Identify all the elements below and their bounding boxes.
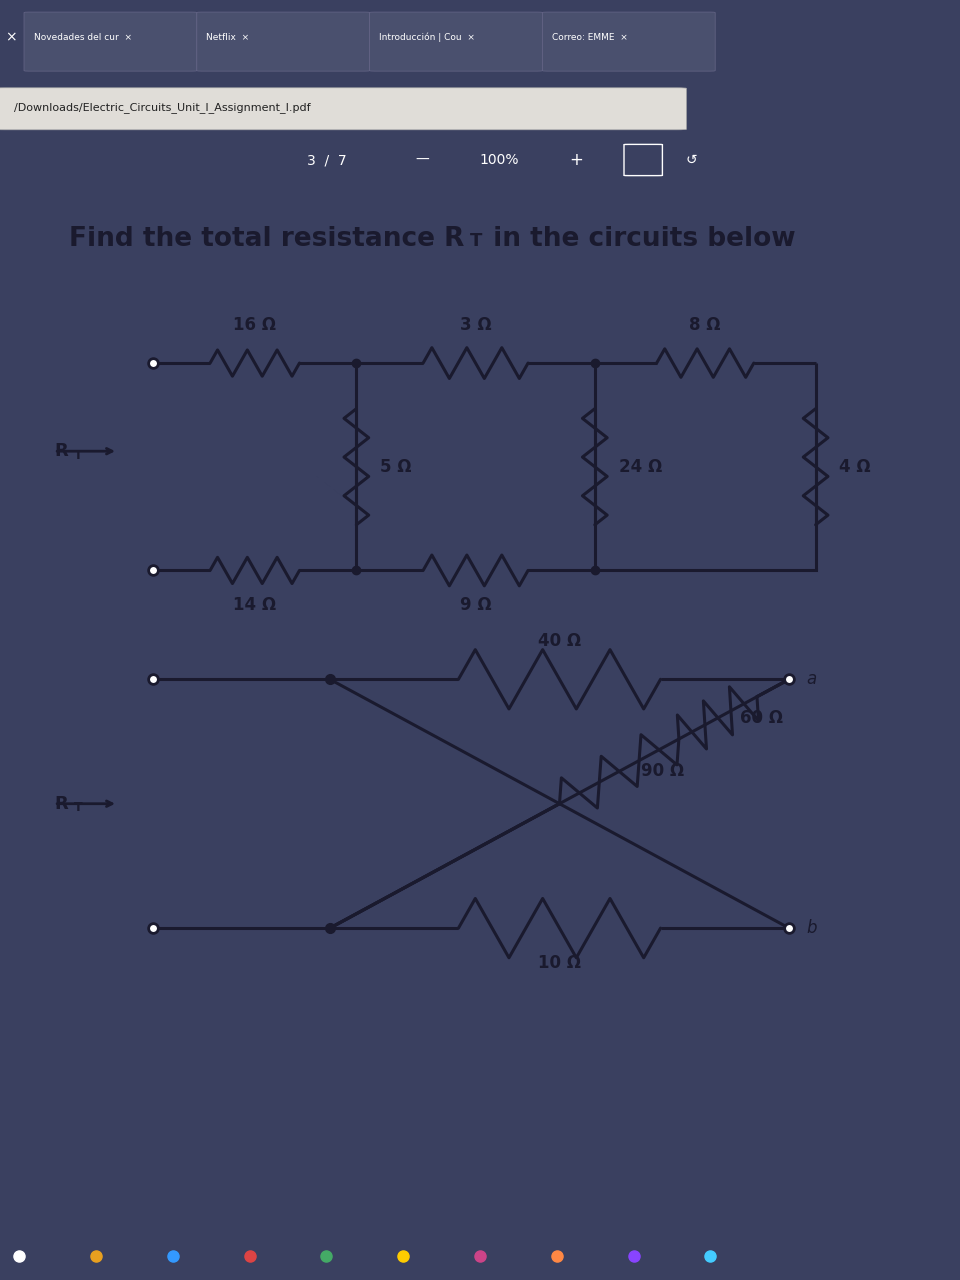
FancyBboxPatch shape: [542, 12, 715, 72]
Text: ×: ×: [5, 31, 16, 45]
Text: b: b: [806, 919, 817, 937]
Text: ↺: ↺: [685, 154, 697, 166]
Text: 100%: 100%: [479, 154, 519, 166]
Text: 16 Ω: 16 Ω: [233, 316, 276, 334]
Text: 90 Ω: 90 Ω: [641, 763, 684, 781]
Text: 14 Ω: 14 Ω: [233, 595, 276, 614]
Text: Novedades del cur  ×: Novedades del cur ×: [34, 33, 132, 42]
FancyBboxPatch shape: [0, 88, 686, 129]
Text: 3 Ω: 3 Ω: [460, 316, 492, 334]
Text: +: +: [569, 151, 583, 169]
Text: 8 Ω: 8 Ω: [689, 316, 721, 334]
Text: Correo: EMME  ×: Correo: EMME ×: [552, 33, 628, 42]
Text: 10 Ω: 10 Ω: [538, 954, 581, 972]
Text: a: a: [806, 671, 817, 689]
Text: Introducción | Cou  ×: Introducción | Cou ×: [379, 33, 475, 42]
Text: R: R: [55, 442, 68, 461]
Text: 3  /  7: 3 / 7: [306, 154, 347, 166]
Text: T: T: [74, 801, 83, 814]
Text: /Downloads/Electric_Circuits_Unit_I_Assignment_I.pdf: /Downloads/Electric_Circuits_Unit_I_Assi…: [14, 102, 311, 113]
Text: R: R: [55, 795, 68, 813]
Text: T: T: [469, 232, 482, 250]
Text: Find the total resistance R: Find the total resistance R: [69, 225, 465, 252]
FancyBboxPatch shape: [197, 12, 370, 72]
Text: 5 Ω: 5 Ω: [380, 458, 412, 476]
Text: in the circuits below: in the circuits below: [485, 225, 796, 252]
Text: 24 Ω: 24 Ω: [618, 458, 661, 476]
Text: 4 Ω: 4 Ω: [839, 458, 871, 476]
Text: —: —: [416, 154, 429, 166]
Text: 40 Ω: 40 Ω: [538, 632, 581, 650]
Text: Netflix  ×: Netflix ×: [206, 33, 250, 42]
Text: 60 Ω: 60 Ω: [740, 709, 783, 727]
FancyBboxPatch shape: [370, 12, 542, 72]
Text: 9 Ω: 9 Ω: [460, 595, 492, 614]
FancyBboxPatch shape: [24, 12, 197, 72]
Text: T: T: [74, 448, 83, 462]
